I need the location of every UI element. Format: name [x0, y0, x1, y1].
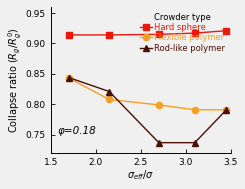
Y-axis label: Collapse ratio ($R_g/R_g^0$): Collapse ratio ($R_g/R_g^0$) [7, 27, 24, 133]
X-axis label: $\sigma_{eff}/\sigma$: $\sigma_{eff}/\sigma$ [127, 168, 154, 182]
Flexible polymer [193, 109, 196, 111]
Flexible polymer [225, 109, 228, 111]
Flexible polymer [157, 104, 160, 106]
Rod-like polymer [225, 109, 228, 111]
Text: φ=0.18: φ=0.18 [58, 125, 97, 136]
Rod-like polymer [108, 90, 111, 93]
Hard sphere [157, 33, 160, 36]
Flexible polymer [108, 98, 111, 101]
Hard sphere [193, 32, 196, 34]
Line: Rod-like polymer: Rod-like polymer [66, 74, 230, 146]
Legend: Hard sphere, Flexible polymer, Rod-like polymer: Hard sphere, Flexible polymer, Rod-like … [138, 11, 227, 54]
Rod-like polymer [193, 142, 196, 144]
Hard sphere [225, 29, 228, 32]
Hard sphere [108, 34, 111, 36]
Rod-like polymer [67, 76, 70, 79]
Flexible polymer [67, 77, 70, 79]
Line: Hard sphere: Hard sphere [66, 28, 230, 38]
Hard sphere [67, 34, 70, 36]
Rod-like polymer [157, 142, 160, 144]
Line: Flexible polymer: Flexible polymer [66, 75, 230, 113]
